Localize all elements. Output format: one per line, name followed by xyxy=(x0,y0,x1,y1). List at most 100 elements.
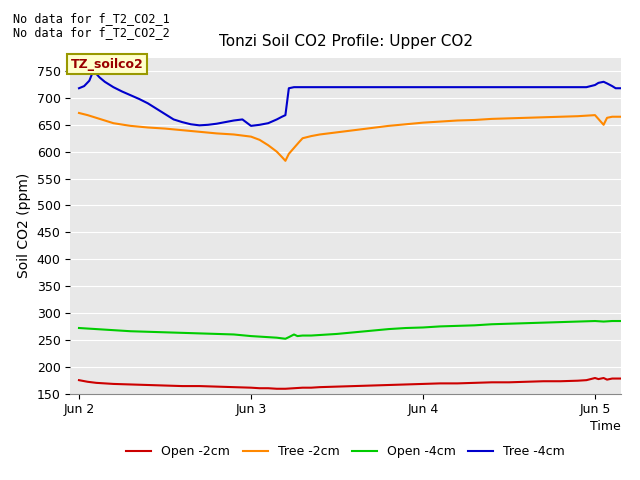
Y-axis label: Soil CO2 (ppm): Soil CO2 (ppm) xyxy=(17,173,31,278)
Open -4cm xyxy=(127,328,134,334)
Tree -2cm xyxy=(239,132,246,138)
Open -4cm xyxy=(488,322,495,327)
Open -4cm xyxy=(75,325,83,331)
Open -2cm xyxy=(247,385,255,391)
Tree -2cm xyxy=(290,145,298,151)
Open -2cm xyxy=(179,383,186,389)
Open -4cm xyxy=(419,324,427,330)
Open -2cm xyxy=(92,380,100,386)
Tree -2cm xyxy=(92,115,100,120)
Open -4cm xyxy=(256,334,264,339)
Open -4cm xyxy=(294,333,301,339)
Open -4cm xyxy=(436,324,444,329)
Tree -2cm xyxy=(367,125,375,131)
Tree -4cm xyxy=(385,84,392,90)
Open -2cm xyxy=(282,386,289,392)
Open -4cm xyxy=(264,334,272,340)
Open -2cm xyxy=(488,379,495,385)
Open -2cm xyxy=(591,375,599,381)
Open -4cm xyxy=(307,333,315,338)
Open -4cm xyxy=(367,328,375,334)
Open -4cm xyxy=(161,329,169,335)
Tree -2cm xyxy=(75,110,83,116)
Tree -2cm xyxy=(522,115,530,120)
Open -2cm xyxy=(402,382,410,387)
Tree -2cm xyxy=(101,118,109,123)
Open -2cm xyxy=(230,384,237,390)
Open -2cm xyxy=(290,385,298,391)
Tree -2cm xyxy=(230,132,237,137)
Text: Time: Time xyxy=(590,420,621,433)
Tree -4cm xyxy=(75,85,83,91)
Tree -2cm xyxy=(591,112,599,118)
Tree -4cm xyxy=(617,85,625,91)
Open -2cm xyxy=(603,377,611,383)
Tree -2cm xyxy=(316,132,324,137)
Open -2cm xyxy=(84,379,92,384)
Tree -2cm xyxy=(582,113,590,119)
Open -4cm xyxy=(179,330,186,336)
Open -4cm xyxy=(402,325,410,331)
Tree -2cm xyxy=(295,139,303,145)
Open -4cm xyxy=(92,326,100,332)
Tree -2cm xyxy=(109,120,117,126)
Open -2cm xyxy=(471,380,479,386)
Tree -2cm xyxy=(212,131,220,136)
Open -2cm xyxy=(316,384,324,390)
Tree -2cm xyxy=(603,115,611,120)
Open -4cm xyxy=(617,318,625,324)
Tree -2cm xyxy=(256,137,264,143)
Open -2cm xyxy=(307,385,315,391)
Open -2cm xyxy=(264,385,272,391)
Tree -2cm xyxy=(505,116,513,121)
Open -4cm xyxy=(84,325,92,331)
Tree -2cm xyxy=(436,119,444,124)
Open -4cm xyxy=(574,319,582,324)
Text: No data for f_T2_CO2_2: No data for f_T2_CO2_2 xyxy=(13,26,170,39)
Tree -2cm xyxy=(385,123,392,129)
Open -4cm xyxy=(247,333,255,339)
Open -2cm xyxy=(196,383,204,389)
Open -2cm xyxy=(273,386,280,392)
Line: Tree -4cm: Tree -4cm xyxy=(79,72,621,126)
Open -4cm xyxy=(540,320,547,325)
Tree -2cm xyxy=(273,149,280,155)
Tree -2cm xyxy=(471,117,479,123)
Line: Tree -2cm: Tree -2cm xyxy=(79,113,621,161)
Open -2cm xyxy=(600,375,607,381)
Open -4cm xyxy=(290,332,298,337)
Open -4cm xyxy=(230,332,237,337)
Tree -2cm xyxy=(299,135,307,141)
Tree -2cm xyxy=(540,114,547,120)
Open -2cm xyxy=(540,378,547,384)
Tree -2cm xyxy=(282,158,289,164)
Tree -2cm xyxy=(617,114,625,120)
Open -4cm xyxy=(109,327,117,333)
Tree -2cm xyxy=(127,123,134,129)
Open -4cm xyxy=(285,334,292,340)
Open -2cm xyxy=(522,379,530,384)
Tree -4cm xyxy=(230,118,237,123)
Open -2cm xyxy=(299,385,307,391)
Tree -2cm xyxy=(600,122,607,128)
Open -4cm xyxy=(505,321,513,326)
Open -2cm xyxy=(557,378,564,384)
Title: Tonzi Soil CO2 Profile: Upper CO2: Tonzi Soil CO2 Profile: Upper CO2 xyxy=(219,35,472,49)
Tree -2cm xyxy=(454,118,461,123)
Open -2cm xyxy=(385,382,392,388)
Tree -2cm xyxy=(84,112,92,118)
Tree -2cm xyxy=(285,151,292,156)
Open -2cm xyxy=(212,384,220,389)
Open -2cm xyxy=(256,385,264,391)
Open -4cm xyxy=(144,329,152,335)
Tree -4cm xyxy=(419,84,427,90)
Open -2cm xyxy=(127,382,134,387)
Open -4cm xyxy=(333,331,341,337)
Open -2cm xyxy=(617,376,625,382)
Tree -4cm xyxy=(333,84,341,90)
Tree -4cm xyxy=(522,84,530,90)
Open -4cm xyxy=(600,319,607,324)
Open -2cm xyxy=(436,381,444,386)
Open -2cm xyxy=(144,382,152,388)
Tree -2cm xyxy=(557,114,564,120)
